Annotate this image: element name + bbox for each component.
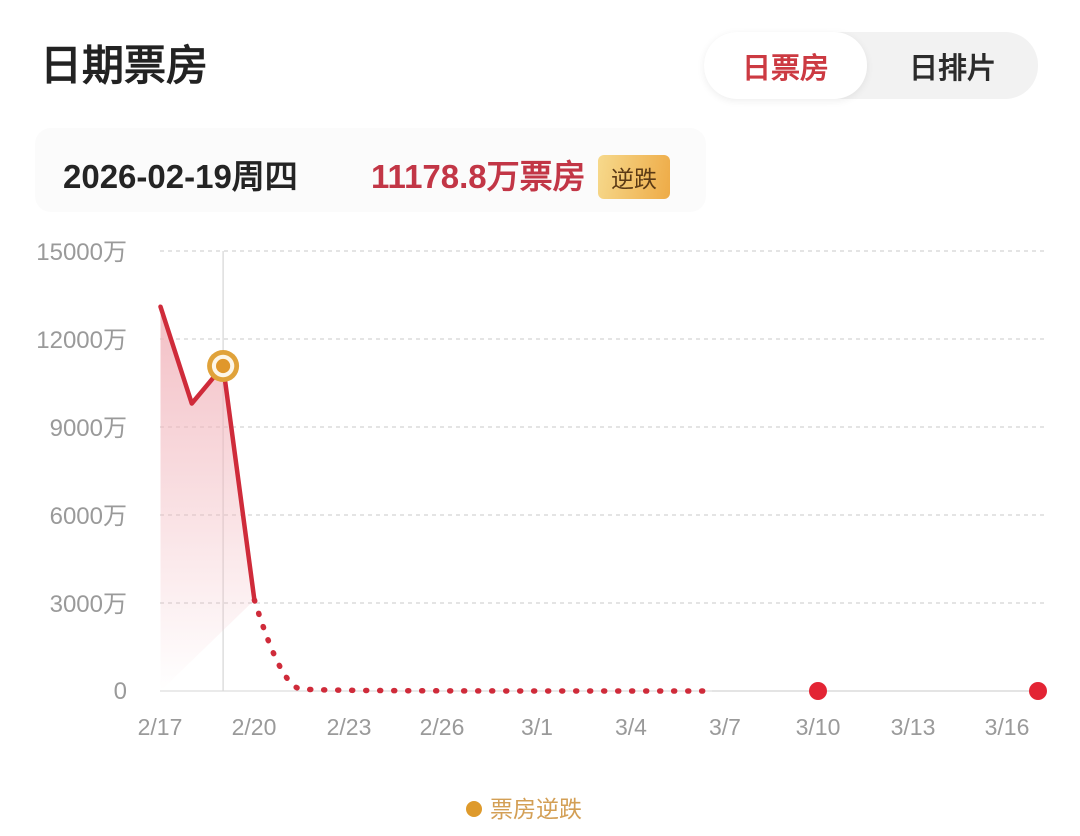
svg-text:3/13: 3/13: [891, 714, 936, 740]
svg-text:票房逆跌: 票房逆跌: [490, 796, 582, 822]
svg-text:2/17: 2/17: [138, 714, 183, 740]
svg-text:3/16: 3/16: [985, 714, 1030, 740]
svg-text:3/10: 3/10: [796, 714, 841, 740]
svg-text:2/26: 2/26: [420, 714, 465, 740]
svg-text:15000万: 15000万: [36, 239, 127, 266]
svg-text:9000万: 9000万: [50, 415, 127, 442]
svg-text:3/7: 3/7: [709, 714, 741, 740]
svg-text:0: 0: [114, 678, 127, 705]
svg-text:3/1: 3/1: [521, 714, 553, 740]
svg-text:2/20: 2/20: [232, 714, 277, 740]
svg-text:3000万: 3000万: [50, 591, 127, 618]
svg-text:12000万: 12000万: [36, 327, 127, 354]
svg-text:2/23: 2/23: [327, 714, 372, 740]
svg-text:6000万: 6000万: [50, 503, 127, 530]
svg-text:3/4: 3/4: [615, 714, 647, 740]
